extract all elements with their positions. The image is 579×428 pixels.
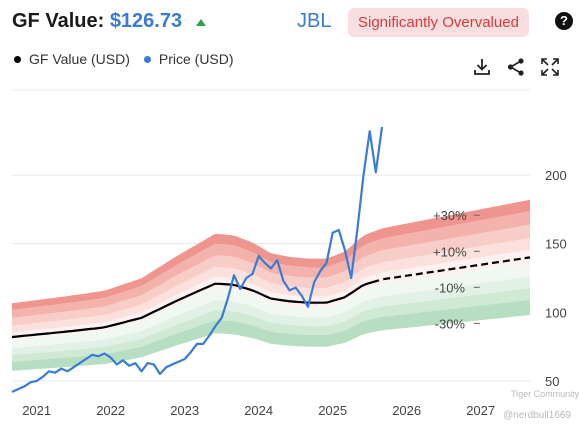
help-icon[interactable]: ?: [555, 12, 573, 30]
x-tick-label: 2025: [318, 403, 347, 418]
legend-price-marker: [143, 55, 151, 63]
band-label: -10%: [435, 280, 466, 295]
share-icon[interactable]: [506, 57, 526, 77]
band-label: +30%: [433, 208, 467, 223]
gf-value-line: [11, 279, 380, 339]
band-label: +10%: [433, 244, 467, 259]
axis-labels: 50 100 150 200 2021 2022 2023 2024 2025 2026 2027 +…: [22, 168, 566, 418]
download-icon[interactable]: [472, 57, 492, 77]
legend-price-label: Price (USD): [158, 51, 234, 67]
band-fair-lower: [12, 263, 530, 349]
band-over-10: [12, 224, 530, 326]
x-tick-label: 2024: [244, 403, 273, 418]
band-under-20: [12, 288, 530, 362]
y-tick-label: 100: [545, 305, 567, 320]
legend-item-gf-value[interactable]: GF Value (USD): [14, 51, 130, 67]
price-line: [11, 126, 384, 393]
band-over-20: [12, 211, 530, 318]
ticker-symbol[interactable]: JBL: [297, 10, 332, 32]
gf-value-amount: $126.73: [109, 10, 183, 32]
legend-gf-value-label: GF Value (USD): [29, 51, 130, 67]
y-tick-label: 200: [545, 168, 567, 183]
expand-icon[interactable]: [540, 57, 560, 77]
x-tick-label: 2021: [22, 403, 51, 418]
legend-item-price[interactable]: Price (USD): [143, 51, 234, 67]
up-arrow-icon: [196, 19, 206, 26]
y-tick-label: 150: [545, 237, 567, 252]
band-label: -30%: [435, 316, 466, 331]
gf-value-projection-line: [383, 256, 531, 281]
title-label: GF Value:: [12, 10, 105, 32]
band-over-30: [12, 199, 530, 310]
x-tick-label: 2022: [96, 403, 125, 418]
chart-legend: GF Value (USD) Price (USD): [14, 51, 248, 67]
gf-value-chart[interactable]: 50 100 150 200 2021 2022 2023 2024 2025 2026 2027 +…: [0, 80, 579, 428]
x-tick-label: 2023: [170, 403, 199, 418]
band-under-30: [12, 299, 530, 371]
gf-value-layer: [11, 256, 531, 339]
band-over-5: [12, 238, 530, 333]
band-under-10: [12, 276, 530, 355]
valuation-badge: Significantly Overvalued: [348, 8, 529, 37]
x-tick-label: 2027: [466, 403, 495, 418]
page-title: GF Value: $126.73: [12, 10, 182, 33]
y-tick-label: 50: [545, 374, 559, 389]
x-tick-label: 2026: [392, 403, 421, 418]
watermark-line-2: @nerdbull1669: [503, 410, 571, 421]
chart-header: GF Value: $126.73 JBL Significantly Over…: [0, 0, 579, 46]
valuation-bands: [12, 199, 530, 371]
watermark: Tiger Community @nerdbull1669: [503, 389, 579, 421]
price-layer: [11, 126, 384, 393]
watermark-line-1: Tiger Community: [511, 389, 579, 399]
legend-gf-value-marker: [14, 55, 21, 63]
